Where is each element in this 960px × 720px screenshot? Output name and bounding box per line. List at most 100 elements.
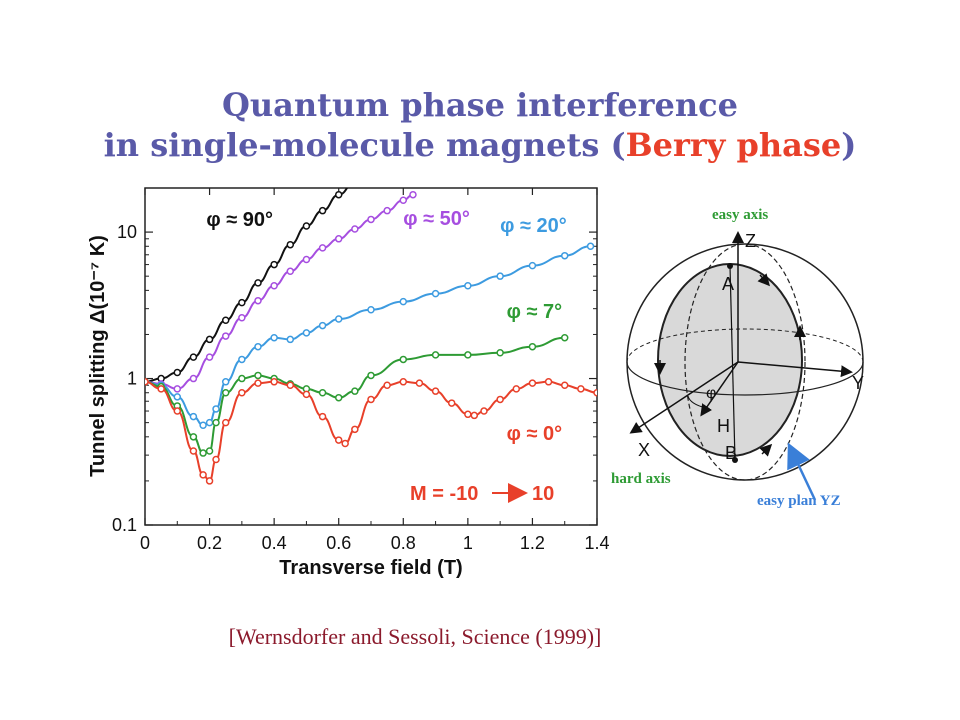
data-point xyxy=(383,206,391,215)
angle-phi-label: φ xyxy=(706,385,716,402)
title-line-2: in single-molecule magnets (Berry phase) xyxy=(0,125,960,165)
data-point xyxy=(318,321,327,330)
data-point xyxy=(286,381,295,389)
data-point xyxy=(157,385,165,393)
title-line-1: Quantum phase interference xyxy=(222,86,738,124)
data-point xyxy=(318,206,327,215)
x-tick-label: 1.4 xyxy=(584,533,609,553)
data-point xyxy=(205,477,214,485)
y-tick-label: 1 xyxy=(127,369,137,389)
series-group xyxy=(145,188,597,485)
data-point xyxy=(238,388,246,397)
data-point xyxy=(528,379,537,387)
data-point xyxy=(270,260,278,269)
data-point xyxy=(367,305,375,314)
data-point xyxy=(464,351,472,359)
data-point xyxy=(464,282,472,290)
data-point xyxy=(560,381,569,389)
data-point xyxy=(173,368,182,377)
data-point xyxy=(367,395,375,404)
data-point xyxy=(221,332,230,340)
axis-z-label: Z xyxy=(745,231,756,251)
data-point xyxy=(286,240,295,249)
data-point xyxy=(318,388,327,397)
data-point xyxy=(189,447,198,455)
data-point xyxy=(199,471,207,479)
data-point xyxy=(351,387,359,395)
axis-x-label: X xyxy=(638,440,650,460)
data-point xyxy=(399,297,408,306)
data-point xyxy=(302,390,311,399)
orbit-arrow-right xyxy=(757,273,770,287)
data-point xyxy=(270,378,278,386)
data-point xyxy=(351,425,359,434)
x-tick-label: 0.2 xyxy=(197,533,222,553)
point-b-label: B xyxy=(725,443,737,463)
equator-back xyxy=(626,328,864,363)
data-point xyxy=(528,261,537,270)
data-point xyxy=(221,388,230,397)
data-point xyxy=(270,282,278,290)
data-point xyxy=(496,272,504,280)
data-point xyxy=(544,378,553,386)
data-point xyxy=(334,235,343,243)
x-tick-label: 1.2 xyxy=(520,533,545,553)
x-tick-label: 0.8 xyxy=(391,533,416,553)
data-point xyxy=(399,355,408,364)
x-tick-label: 0.4 xyxy=(262,533,287,553)
data-point xyxy=(399,378,408,386)
data-point xyxy=(286,335,295,344)
data-point xyxy=(212,405,220,413)
data-point xyxy=(593,388,597,397)
data-point xyxy=(351,225,359,233)
phi-arc xyxy=(687,395,707,409)
x-tick-labels: 0 0.2 0.4 0.6 0.8 1 1.2 1.4 xyxy=(140,533,610,553)
y-tick-label: 10 xyxy=(117,222,137,242)
data-point xyxy=(480,407,488,415)
data-point xyxy=(560,333,569,342)
data-point xyxy=(577,385,585,393)
series-labels: φ ≈ 90° φ ≈ 50° φ ≈ 20° φ ≈ 7° φ ≈ 0° xyxy=(206,208,566,445)
data-point xyxy=(189,374,198,383)
data-point xyxy=(334,436,343,444)
title-line-2-suffix: ) xyxy=(841,126,857,164)
y-axis-arrow xyxy=(737,361,853,378)
easy-axis-label: easy axis xyxy=(712,207,768,223)
data-point xyxy=(470,411,479,420)
h-vector xyxy=(700,361,739,417)
point-a-dot xyxy=(727,263,733,269)
series-line xyxy=(145,193,414,390)
vector-h-label: H xyxy=(717,416,730,436)
data-point xyxy=(254,371,262,380)
ab-diameter xyxy=(729,265,736,461)
x-tick-label: 1 xyxy=(463,533,473,553)
data-point xyxy=(318,412,327,421)
data-point xyxy=(512,385,521,393)
data-point xyxy=(367,371,375,380)
data-point xyxy=(318,244,327,252)
data-point xyxy=(383,381,391,389)
data-point xyxy=(341,439,349,448)
data-point xyxy=(173,407,182,415)
data-point xyxy=(205,447,214,455)
data-point xyxy=(302,255,311,264)
y-tick-label: 0.1 xyxy=(112,515,137,535)
data-point xyxy=(415,379,424,387)
data-point xyxy=(496,395,504,404)
data-point xyxy=(254,279,262,287)
data-point xyxy=(528,342,537,351)
data-point xyxy=(302,329,311,337)
data-point xyxy=(189,353,198,361)
title-line-2-prefix: in single-molecule magnets ( xyxy=(103,126,626,164)
data-point xyxy=(238,298,246,307)
title-highlight-berry-phase: Berry phase xyxy=(625,126,842,164)
data-point xyxy=(254,296,262,305)
axis-y-label: Y xyxy=(852,373,864,393)
x-axis-label: Transverse field (T) xyxy=(279,557,462,579)
point-b-dot xyxy=(732,457,738,463)
data-point xyxy=(145,378,149,386)
series-label: φ ≈ 20° xyxy=(500,215,567,237)
citation: [Wernsdorfer and Sessoli, Science (1999)… xyxy=(228,624,602,649)
data-point xyxy=(205,353,214,361)
